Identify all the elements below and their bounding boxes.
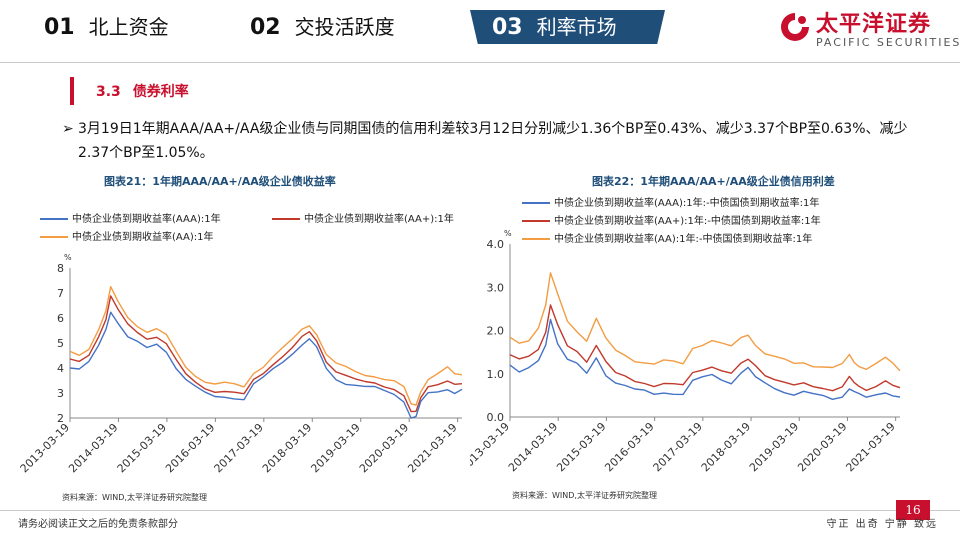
x-tick-label: 2019-03-19 (308, 421, 362, 475)
series-line-aaplus (509, 304, 901, 392)
x-tick-label: 2019-03-19 (747, 420, 801, 474)
y-tick-label: 4.0 (487, 238, 505, 251)
tab-trading-activity[interactable]: 02 交投活跃度 (250, 10, 395, 44)
x-tick-label: 2015-03-19 (554, 420, 608, 474)
y-tick-label: 7 (57, 287, 64, 300)
footer-disclaimer: 请务必阅读正文之后的免责条款部分 (18, 519, 178, 530)
tab-number: 02 (250, 15, 281, 40)
legend-swatch (272, 218, 300, 220)
chart1-source: 资料来源：WIND,太平洋证券研究院整理 (62, 493, 207, 502)
y-tick-label: 8 (57, 262, 64, 275)
section-number: 3.3 (96, 84, 121, 100)
tab-number: 03 (492, 15, 523, 40)
legend-swatch (522, 238, 550, 240)
top-nav: 01 北上资金 02 交投活跃度 03 利率市场 太平洋证券 PACIFIC SECU… (0, 0, 960, 60)
bullet-arrow-icon: ➢ (62, 121, 74, 137)
legend-label: 中债企业债到期收益率(AA+):1年 (304, 214, 454, 225)
y-tick-label: 1.0 (487, 368, 505, 381)
logo-english-name: PACIFIC SECURITIES (816, 36, 960, 49)
x-tick-label: 2021-03-19 (405, 421, 459, 475)
section-title: 3.3 债券利率 (96, 81, 189, 101)
header-divider (0, 62, 960, 63)
chart2-plot: %0.01.02.03.04.02013-03-192014-03-192015… (470, 229, 901, 474)
legend-label: 中债企业债到期收益率(AA):1年 (72, 232, 214, 243)
tab-northbound[interactable]: 01 北上资金 (44, 10, 169, 44)
series-line-aaplus (69, 295, 463, 413)
y-unit-label: % (504, 229, 512, 238)
section-label: 债券利率 (132, 84, 189, 100)
legend-swatch (40, 218, 68, 220)
legend-item-aaa: 中债企业债到期收益率(AAA):1年:-中债国债到期收益率:1年 (522, 197, 819, 211)
x-tick-label: 2016-03-19 (602, 420, 656, 474)
tab-label: 交投活跃度 (294, 15, 395, 39)
legend-swatch (40, 236, 68, 238)
logo-mark-icon (781, 13, 809, 41)
y-tick-label: 5 (57, 337, 64, 350)
y-tick-label: 2 (57, 412, 64, 425)
footer-motto: 守正 出奇 宁静 致远 (826, 519, 938, 530)
series-line-aa (509, 272, 901, 372)
series-line-aaa (69, 311, 463, 419)
chart1-title: 图表21：1年期AAA/AA+/AA级企业债收益率 (104, 175, 336, 188)
tab-interest-rate-market[interactable]: 03 利率市场 (470, 10, 665, 44)
legend-item-aa: 中债企业债到期收益率(AA):1年:-中债国债到期收益率:1年 (522, 233, 812, 247)
footer-divider (0, 510, 960, 511)
x-tick-label: 2017-03-19 (651, 420, 705, 474)
x-tick-label: 2021-03-19 (843, 420, 897, 474)
tab-number: 01 (44, 15, 75, 40)
y-tick-label: 0.0 (487, 411, 505, 424)
y-tick-label: 3.0 (487, 281, 505, 294)
legend-item-aa: 中债企业债到期收益率(AA):1年 (40, 231, 214, 245)
x-tick-label: 2020-03-19 (357, 421, 411, 475)
chart2-source: 资料来源：WIND,太平洋证券研究院整理 (512, 491, 657, 500)
y-tick-label: 4 (57, 362, 64, 375)
y-tick-label: 6 (57, 312, 64, 325)
summary-bullet: ➢ 3月19日1年期AAA/AA+/AA级企业债与同期国债的信用利差较3月12日… (62, 117, 922, 165)
chart1-plot: %23456782013-03-192014-03-192015-03-1920… (18, 253, 463, 475)
x-tick-label: 2016-03-19 (163, 421, 217, 475)
legend-item-aaa: 中债企业债到期收益率(AAA):1年 (40, 213, 221, 227)
x-tick-label: 2015-03-19 (115, 421, 169, 475)
x-tick-label: 2014-03-19 (66, 421, 120, 475)
x-tick-label: 2017-03-19 (212, 421, 266, 475)
chart2-title: 图表22：1年期AAA/AA+/AA级企业债信用利差 (592, 175, 835, 188)
series-line-aaa (509, 318, 901, 401)
legend-label: 中债企业债到期收益率(AAA):1年 (72, 214, 221, 225)
legend-swatch (522, 220, 550, 222)
y-tick-label: 2.0 (487, 325, 505, 338)
page-number: 16 (896, 500, 930, 520)
logo-chinese-name: 太平洋证券 (816, 12, 932, 37)
company-logo: 太平洋证券 PACIFIC SECURITIES (776, 4, 959, 56)
y-unit-label: % (64, 253, 72, 262)
x-tick-label: 2018-03-19 (260, 421, 314, 475)
legend-label: 中债企业债到期收益率(AAA):1年:-中债国债到期收益率:1年 (554, 198, 820, 209)
legend-item-aaplus: 中债企业债到期收益率(AA+):1年 (272, 213, 454, 227)
summary-text: 3月19日1年期AAA/AA+/AA级企业债与同期国债的信用利差较3月12日分别… (78, 121, 908, 161)
legend-label: 中债企业债到期收益率(AA):1年:-中债国债到期收益率:1年 (554, 234, 813, 245)
tab-label: 北上资金 (88, 15, 169, 39)
y-tick-label: 3 (57, 387, 64, 400)
tab-label: 利率市场 (536, 15, 617, 39)
legend-label: 中债企业债到期收益率(AA+):1年:-中债国债到期收益率:1年 (554, 216, 821, 227)
legend-swatch (522, 202, 550, 204)
x-tick-label: 2013-03-19 (18, 421, 72, 475)
legend-item-aaplus: 中债企业债到期收益率(AA+):1年:-中债国债到期收益率:1年 (522, 215, 821, 229)
x-tick-label: 2014-03-19 (506, 420, 560, 474)
series-line-aa (69, 286, 463, 406)
x-tick-label: 2018-03-19 (699, 420, 753, 474)
x-tick-label: 2020-03-19 (795, 420, 849, 474)
section-accent-bar (70, 77, 74, 105)
